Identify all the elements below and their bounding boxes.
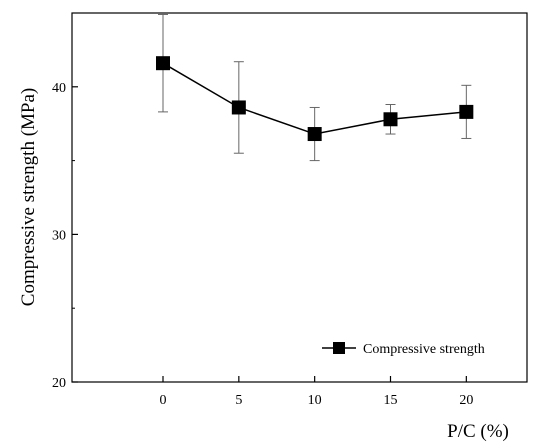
- y-axis-title: Compressive strength (MPa): [18, 88, 39, 306]
- y-tick-label: 30: [52, 228, 66, 243]
- data-point: [156, 56, 170, 71]
- legend-label: Compressive strength: [363, 342, 485, 357]
- data-point: [231, 100, 246, 115]
- data-point: [307, 127, 322, 142]
- x-tick-label: 15: [384, 393, 398, 408]
- x-tick-label: 10: [308, 393, 322, 408]
- y-tick-label: 40: [52, 81, 66, 96]
- x-tick-label: 5: [235, 393, 242, 408]
- x-tick-label: 0: [160, 393, 167, 408]
- data-markers: [156, 56, 474, 142]
- data-point: [383, 112, 398, 127]
- legend: Compressive strength: [322, 342, 485, 357]
- legend-marker: [333, 342, 345, 354]
- plot-frame: [71, 12, 528, 383]
- x-tick-label: 20: [459, 393, 473, 408]
- axis-ticks: 0 5 10 15 20 20 30 40: [52, 81, 473, 408]
- x-axis-title: P/C (%): [447, 421, 509, 442]
- y-tick-label: 20: [52, 376, 66, 391]
- data-point: [459, 104, 474, 119]
